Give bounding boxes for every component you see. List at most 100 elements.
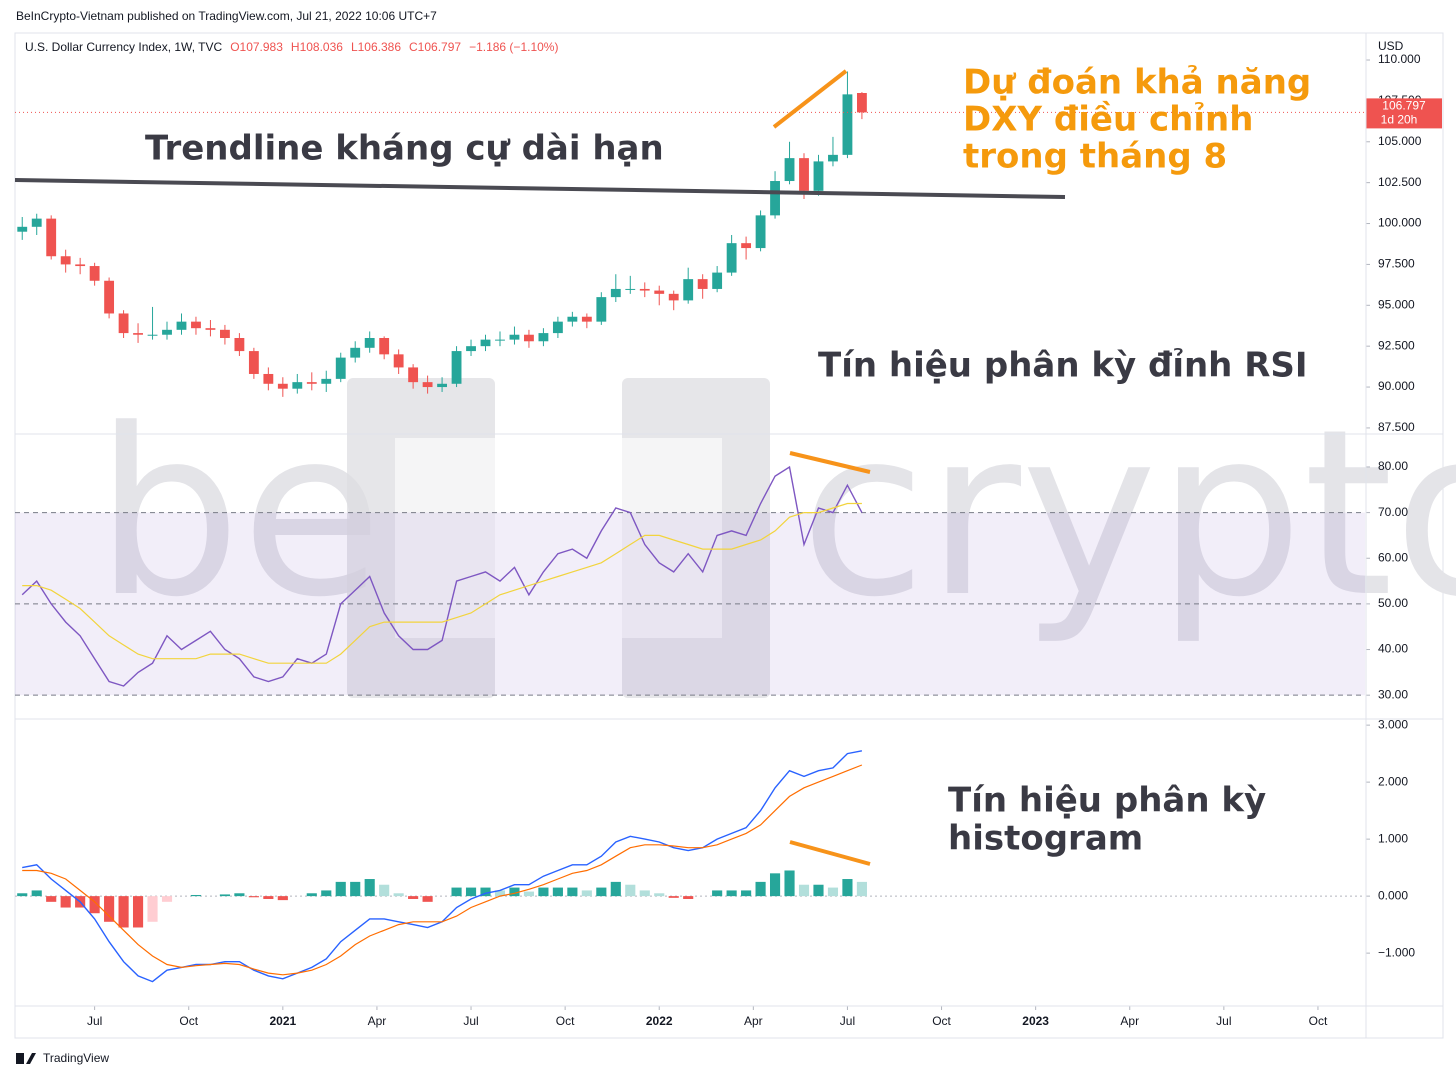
- candle-body: [668, 293, 679, 301]
- histogram-bar: [408, 896, 419, 899]
- candle-body: [480, 339, 491, 347]
- candle-body: [799, 158, 809, 191]
- histogram-bar: [813, 884, 824, 897]
- candle-body: [263, 373, 274, 384]
- histogram-bar: [798, 884, 810, 897]
- histogram-bar: [610, 881, 621, 897]
- histogram-bar: [494, 890, 506, 897]
- histogram-bar: [625, 884, 636, 897]
- x-tick-label: 2023: [1022, 1014, 1049, 1028]
- histogram-bar: [89, 896, 100, 914]
- legend-value: L106.386: [351, 40, 401, 54]
- histogram-bar: [712, 890, 723, 897]
- x-tick-label: 2022: [646, 1014, 673, 1028]
- histogram-divergence-line: [789, 840, 871, 866]
- histogram-bar: [46, 896, 57, 902]
- x-tick-label: Jul: [1216, 1014, 1231, 1028]
- candle-body: [552, 321, 563, 334]
- candle-body: [292, 382, 303, 389]
- candle-body: [219, 329, 230, 338]
- histogram-bar: [422, 896, 433, 902]
- x-tick-label: Jul: [840, 1014, 855, 1028]
- annotation: Tín hiệu phân kỳ: [948, 781, 1266, 821]
- histogram-bar: [393, 893, 404, 897]
- candle-body: [422, 382, 433, 388]
- histogram-bar: [509, 887, 520, 897]
- symbol-title: U.S. Dollar Currency Index, 1W, TVC: [25, 40, 223, 54]
- histogram-bar: [654, 893, 665, 897]
- y-tick-label: −1.000: [1378, 945, 1415, 959]
- x-tick-label: Jul: [463, 1014, 478, 1028]
- y-tick-label: 1.000: [1378, 831, 1408, 845]
- candle-body: [755, 215, 766, 249]
- candle-body: [60, 256, 71, 265]
- histogram-bar: [335, 881, 346, 897]
- y-tick-label: 50.00: [1378, 596, 1408, 610]
- histogram-bar: [683, 896, 694, 899]
- candle-body: [321, 378, 332, 384]
- watermark-bracket: [395, 438, 495, 638]
- annotation: Tín hiệu phân kỳ đỉnh RSI: [818, 346, 1308, 386]
- tradingview-logo: TradingView: [16, 1051, 109, 1065]
- x-tick-label: Oct: [932, 1014, 951, 1028]
- candle-body: [17, 226, 28, 232]
- histogram-bar: [321, 890, 332, 897]
- histogram-bar: [277, 896, 288, 901]
- histogram-bar: [451, 887, 462, 897]
- candle-body: [335, 357, 346, 379]
- plot-area: 110.000107.500105.000102.500100.00097.50…: [15, 52, 1442, 1028]
- candle-body: [741, 243, 752, 249]
- candle-body: [466, 346, 476, 352]
- annotation: Trendline kháng cự dài hạn: [145, 129, 664, 169]
- candle-body: [147, 334, 158, 336]
- legend-value: −1.186 (−1.10%): [469, 40, 558, 54]
- x-tick-label: Apr: [1120, 1014, 1139, 1028]
- histogram-bar: [741, 890, 752, 897]
- candle-body: [828, 154, 838, 162]
- rsi-divergence-line: [789, 451, 871, 474]
- histogram-bar: [161, 896, 173, 902]
- y-tick-label: 97.500: [1378, 257, 1415, 271]
- candle-body: [712, 272, 723, 289]
- y-tick-label: 70.00: [1378, 505, 1408, 519]
- histogram-bar: [104, 896, 115, 922]
- candle-body: [567, 316, 578, 322]
- x-tick-label: Oct: [1309, 1014, 1328, 1028]
- histogram-bar: [350, 881, 361, 897]
- histogram-bar: [132, 896, 144, 928]
- logo-mark: [26, 1053, 36, 1064]
- candle-body: [581, 316, 592, 322]
- indicator-line: [22, 502, 862, 664]
- histogram-bar: [31, 890, 42, 897]
- candle-body: [842, 94, 853, 155]
- x-tick-label: Apr: [368, 1014, 387, 1028]
- candle-body: [437, 383, 447, 388]
- histogram-bar: [234, 893, 245, 897]
- trendline: [14, 178, 1066, 199]
- candle-body: [162, 329, 172, 335]
- candle-body: [191, 321, 201, 329]
- candle-body: [205, 328, 216, 330]
- histogram-bar: [248, 896, 259, 898]
- candle-body: [625, 288, 636, 290]
- candle-body: [104, 280, 115, 314]
- histogram-bar: [596, 887, 607, 897]
- y-tick-label: 2.000: [1378, 774, 1408, 788]
- candle-body: [524, 334, 534, 342]
- candle-body: [31, 218, 42, 227]
- y-tick-label: 100.000: [1378, 216, 1422, 230]
- candle-body: [683, 279, 694, 301]
- candle-body: [75, 264, 86, 267]
- histogram-bar: [769, 873, 781, 897]
- footer-brand: TradingView: [43, 1051, 109, 1065]
- histogram-bar: [17, 893, 28, 897]
- candle-body: [306, 382, 317, 384]
- y-tick-label: 92.500: [1378, 338, 1415, 352]
- candle-body: [610, 288, 621, 298]
- candle-body: [451, 351, 462, 384]
- y-tick-label: 3.000: [1378, 717, 1408, 731]
- y-tick-label: 40.00: [1378, 642, 1408, 656]
- histogram-bar: [755, 881, 766, 897]
- candle-body: [538, 333, 549, 342]
- x-tick-label: Oct: [179, 1014, 198, 1028]
